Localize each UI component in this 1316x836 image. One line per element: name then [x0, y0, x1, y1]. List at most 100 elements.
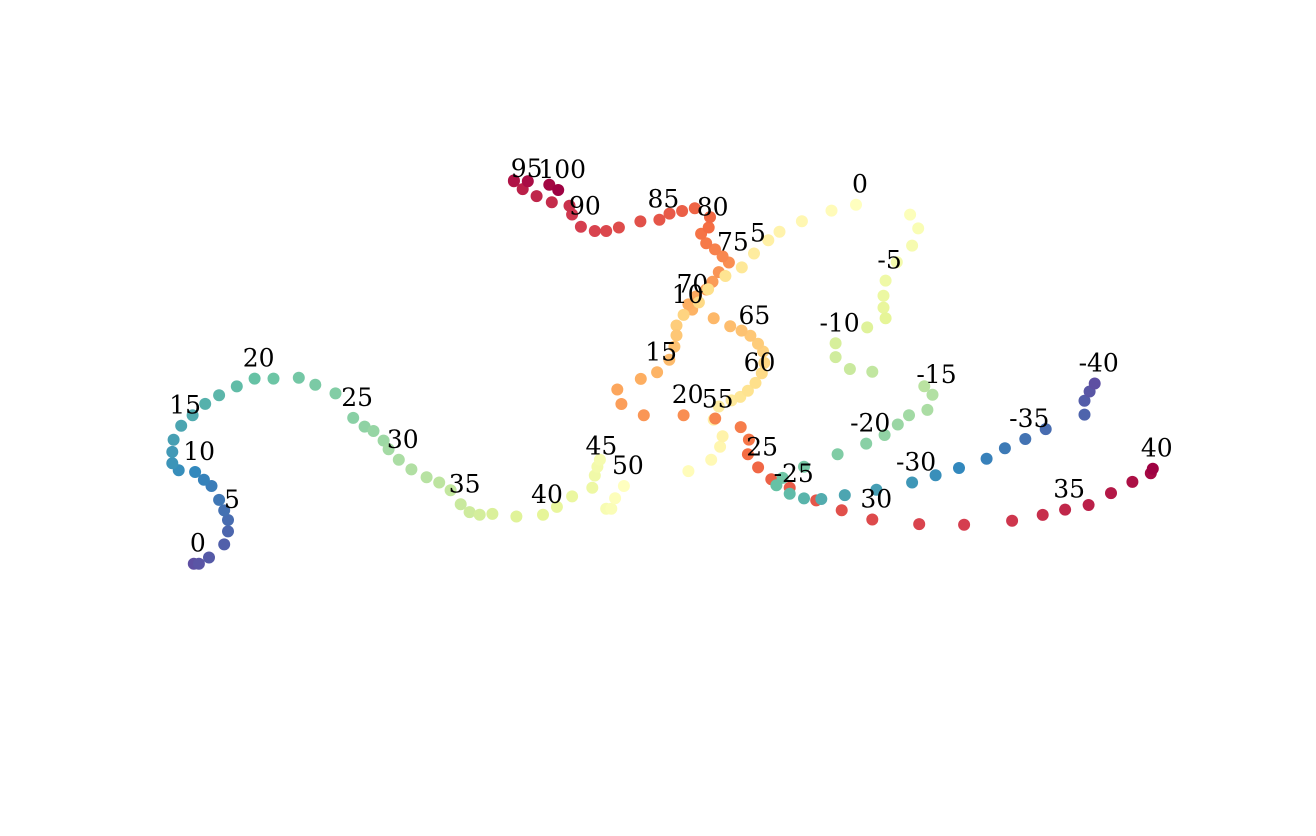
- point-pos-40: [1146, 462, 1159, 475]
- point-pos-11: [670, 319, 683, 332]
- point-41: [550, 500, 563, 513]
- point-neg-17: [903, 409, 915, 422]
- point-86: [634, 215, 647, 228]
- point-neg-13: [866, 365, 879, 378]
- point-neg-12: [843, 363, 856, 375]
- point-neg-32: [953, 462, 965, 474]
- point-label-0: 0: [852, 170, 868, 199]
- point-78: [700, 237, 713, 250]
- point-62: [758, 356, 771, 369]
- point-label-30: 30: [860, 485, 892, 514]
- point-label-15: 15: [169, 391, 201, 420]
- point-pos-18: [615, 398, 628, 410]
- point-pos-7: [719, 270, 732, 282]
- point-90: [574, 220, 587, 233]
- point-label-0: 0: [190, 529, 206, 558]
- point-neg-7: [877, 301, 890, 314]
- point-5: [222, 514, 234, 526]
- point-100: [552, 184, 565, 196]
- point-6: [218, 504, 231, 517]
- point-20: [248, 372, 261, 385]
- point-neg-33: [980, 452, 993, 465]
- point-35: [454, 498, 467, 511]
- point-neg-18: [891, 418, 904, 431]
- point-pos-25: [752, 461, 765, 474]
- point-pos-12: [670, 329, 683, 342]
- point-92: [563, 199, 576, 212]
- point-label--30: -30: [896, 448, 936, 477]
- point-neg-1: [904, 208, 917, 221]
- point-30: [392, 453, 405, 466]
- point-43: [586, 481, 599, 494]
- point-label-35: 35: [1053, 475, 1085, 504]
- point-label-75: 75: [717, 228, 749, 257]
- point-neg-27: [815, 493, 828, 505]
- point-pos-38: [1126, 475, 1139, 488]
- point-label-85: 85: [647, 185, 679, 214]
- point-32: [420, 471, 433, 484]
- point-52: [705, 453, 718, 466]
- point-pos-36: [1082, 499, 1095, 511]
- point-2: [203, 551, 215, 564]
- point-26: [358, 420, 371, 433]
- point-64: [752, 337, 764, 350]
- point-98: [521, 175, 534, 188]
- point-93: [545, 196, 558, 209]
- point-label-100: 100: [538, 155, 586, 184]
- point-29: [382, 443, 395, 456]
- point-label--35: -35: [1009, 404, 1049, 433]
- point-87: [612, 221, 625, 234]
- point-pos-21: [709, 412, 722, 425]
- point-label-30: 30: [387, 425, 419, 454]
- point-pos-1: [825, 204, 838, 217]
- point-97: [507, 174, 520, 187]
- point-neg-4: [890, 256, 903, 269]
- point-pos-0: [850, 198, 862, 211]
- point-pos-2: [795, 215, 808, 228]
- point-neg-34: [998, 442, 1011, 455]
- point-89: [588, 225, 601, 237]
- point-39: [510, 510, 523, 523]
- point-23: [309, 378, 322, 391]
- point-label--5: -5: [877, 246, 901, 275]
- point-neg-3: [906, 239, 919, 252]
- point-37: [473, 508, 486, 521]
- point-67: [724, 320, 737, 333]
- point-label-10: 10: [183, 437, 215, 466]
- point-pos-24: [741, 448, 754, 461]
- point-neg-36: [1039, 423, 1052, 436]
- point-label-5: 5: [750, 219, 766, 248]
- point-27: [367, 425, 380, 437]
- point-77: [709, 243, 721, 256]
- point-83: [676, 205, 689, 217]
- point-33: [433, 476, 446, 489]
- point-pos-3: [773, 225, 786, 238]
- point-9: [197, 473, 210, 486]
- point-19: [230, 380, 243, 393]
- point-neg-20: [860, 437, 873, 450]
- point-label-15: 15: [645, 337, 677, 366]
- point-label--25: -25: [774, 459, 814, 488]
- point-pos-19: [637, 409, 650, 422]
- point-4: [222, 525, 234, 538]
- point-neg-2: [912, 222, 925, 235]
- point-label-55: 55: [702, 385, 734, 414]
- point-21: [267, 372, 280, 385]
- point-pos-16: [634, 372, 647, 385]
- point-80: [702, 221, 715, 234]
- point-label-40: 40: [1141, 434, 1173, 463]
- point-label-25: 25: [746, 432, 778, 461]
- point-42: [566, 490, 579, 503]
- point-pos-4: [762, 234, 775, 247]
- point-label-80: 80: [697, 193, 729, 222]
- point-label-70: 70: [676, 269, 708, 298]
- point-49: [609, 492, 622, 505]
- point-neg-35: [1019, 433, 1032, 445]
- point-neg-24: [770, 479, 783, 492]
- point-99: [543, 178, 556, 191]
- point-neg-6: [877, 289, 890, 302]
- point-88: [600, 225, 613, 237]
- point-label--15: -15: [916, 360, 956, 389]
- point-pos-31: [913, 518, 926, 531]
- point-pos-35: [1059, 503, 1072, 516]
